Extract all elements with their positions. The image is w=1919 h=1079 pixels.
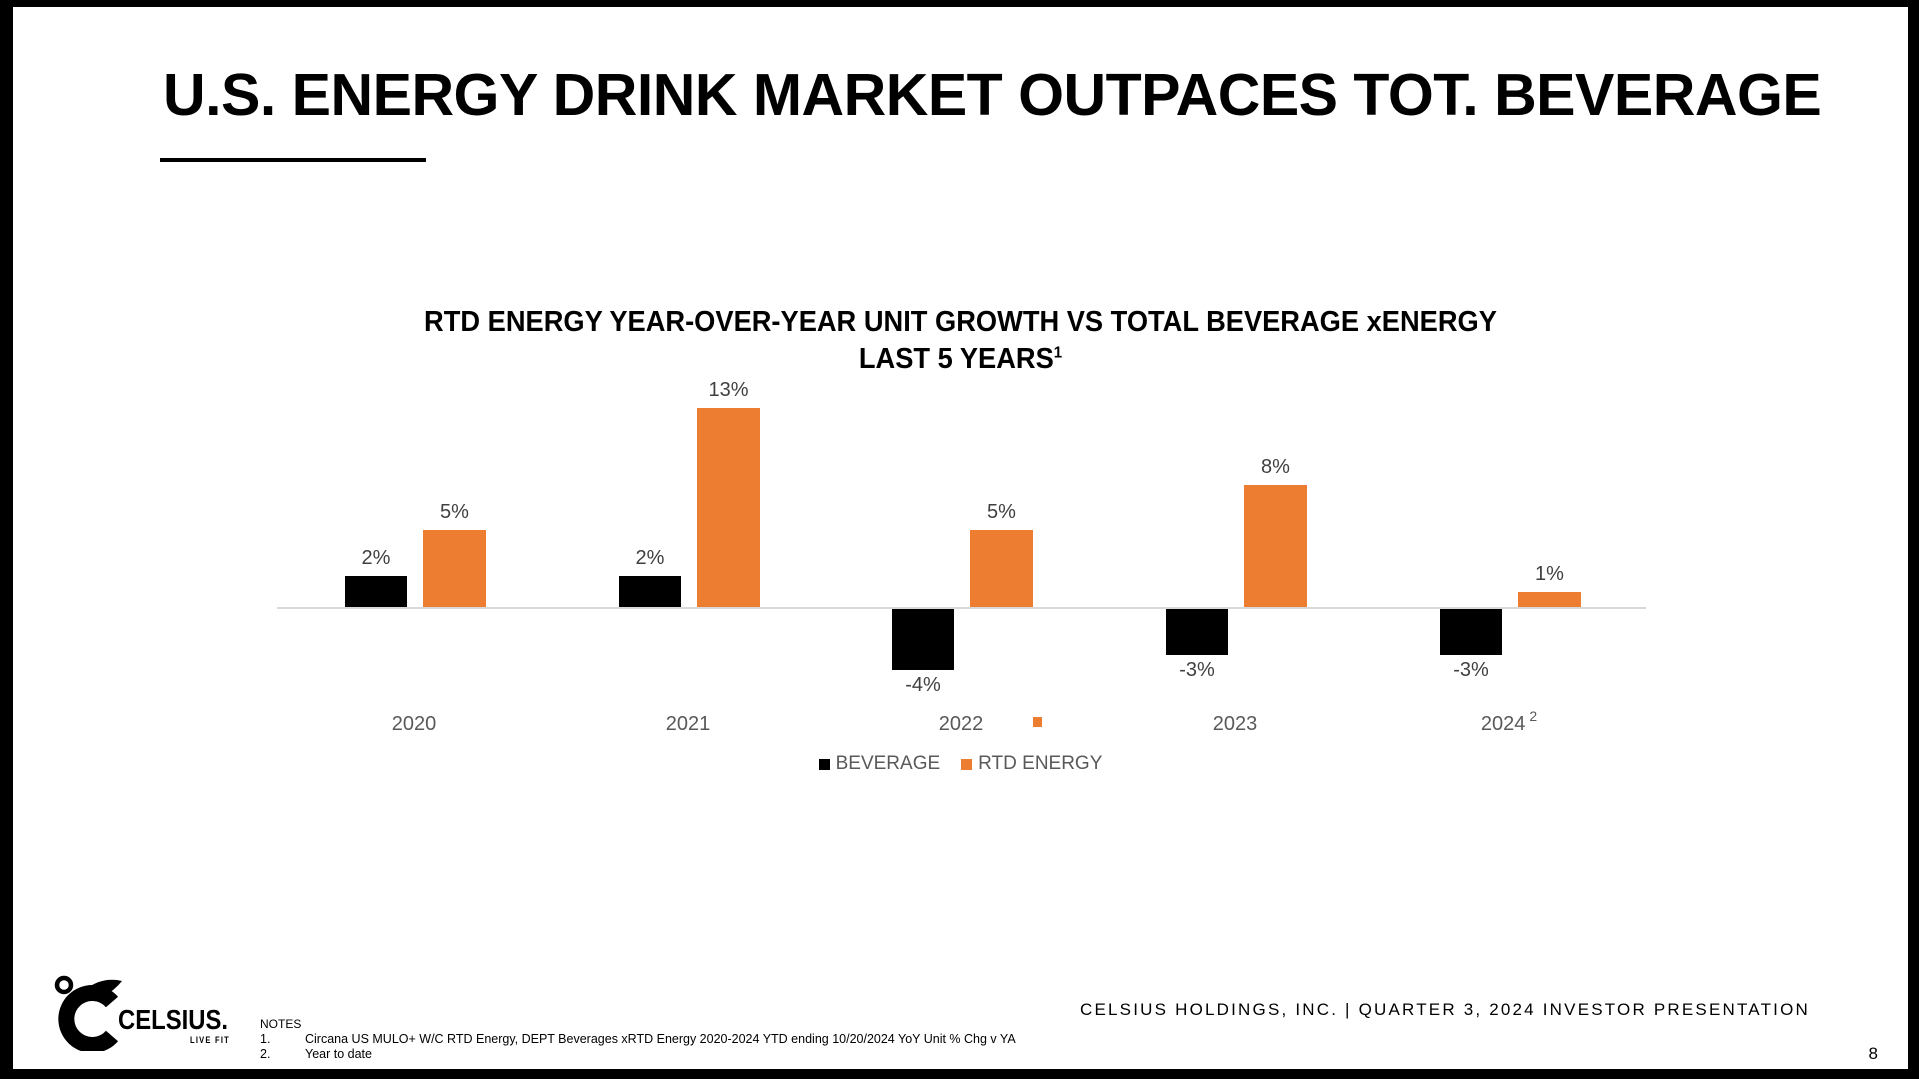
x-axis-label-2023: 2023 xyxy=(1212,713,1258,735)
notes-heading: NOTES xyxy=(260,1017,302,1031)
legend-label: RTD ENERGY xyxy=(978,753,1103,774)
legend-swatch xyxy=(818,758,830,770)
celsius-logo: CELSIUS. LIVE FIT xyxy=(48,971,233,1056)
bar-value-label-2022-beverage: -4% xyxy=(905,674,941,696)
rtd-energy-bar-2022 xyxy=(970,530,1033,607)
note-number: 2. xyxy=(260,1047,271,1061)
chart-title-line2: LAST 5 YEARS1 xyxy=(858,343,1063,375)
note-item: 2. Year to date xyxy=(260,1047,1016,1062)
bar-value-label-2021-rtd-energy: 13% xyxy=(708,379,749,401)
legend-label: BEVERAGE xyxy=(835,753,941,774)
bar-value-label-2023-rtd-energy: 8% xyxy=(1261,456,1290,478)
x-axis-label-2022: 2022 xyxy=(938,713,984,735)
stray-orange-marker xyxy=(1033,717,1042,727)
footnote-ref-2: 2 xyxy=(1529,708,1538,724)
bar-value-label-2021-beverage: 2% xyxy=(635,547,665,569)
footer-text: CELSIUS HOLDINGS, INC. | QUARTER 3, 2024… xyxy=(1080,1000,1810,1019)
bar-value-label-2020-rtd-energy: 5% xyxy=(440,501,469,523)
beverage-bar-2024 xyxy=(1440,609,1502,655)
legend-item-rtd-energy: RTD ENERGY xyxy=(961,753,1102,775)
x-axis-line xyxy=(277,607,1646,609)
bar-value-label-2023-beverage: -3% xyxy=(1179,659,1215,681)
bar-value-label-2024-beverage: -3% xyxy=(1453,659,1489,681)
x-axis-label-2021: 2021 xyxy=(665,713,711,735)
rtd-energy-bar-2020 xyxy=(423,530,486,607)
logo-wordmark: CELSIUS. xyxy=(118,1004,228,1035)
x-axis-label-2020: 2020 xyxy=(391,713,437,735)
celsius-logo-icon: CELSIUS. LIVE FIT xyxy=(54,975,230,1053)
c-mark-icon xyxy=(58,985,119,1053)
footnote-ref-1: 1 xyxy=(1053,344,1063,362)
note-item: 1. Circana US MULO+ W/C RTD Energy, DEPT… xyxy=(260,1032,1016,1047)
bar-value-label-2024-rtd-energy: 1% xyxy=(1535,563,1564,585)
legend-swatch xyxy=(961,758,973,770)
beverage-bar-2023 xyxy=(1166,609,1228,655)
note-text: Circana US MULO+ W/C RTD Energy, DEPT Be… xyxy=(305,1032,1016,1046)
rtd-energy-bar-2023 xyxy=(1244,485,1307,607)
flame-icon xyxy=(76,979,122,1001)
rtd-energy-bar-2024 xyxy=(1518,592,1581,607)
x-axis-label-2024: 2024 2 xyxy=(1480,708,1538,735)
page-number: 8 xyxy=(1868,1044,1878,1063)
chart-title-line1: RTD ENERGY YEAR-OVER-YEAR UNIT GROWTH VS… xyxy=(424,306,1497,338)
rtd-energy-bar-2021 xyxy=(697,408,760,607)
degree-icon xyxy=(54,975,74,995)
chart-legend: BEVERAGE RTD ENERGY xyxy=(13,753,1908,775)
slide-title: U.S. ENERGY DRINK MARKET OUTPACES TOT. B… xyxy=(163,62,1822,128)
beverage-bar-2022 xyxy=(892,609,954,670)
beverage-bar-2021 xyxy=(619,576,681,607)
legend-item-beverage: BEVERAGE xyxy=(818,753,941,775)
note-text: Year to date xyxy=(305,1047,372,1061)
logo-tagline: LIVE FIT xyxy=(190,1035,230,1045)
beverage-bar-2020 xyxy=(345,576,407,607)
title-underline xyxy=(160,158,426,162)
bar-value-label-2022-rtd-energy: 5% xyxy=(987,501,1016,523)
bar-value-label-2020-beverage: 2% xyxy=(361,547,391,569)
chart-title: RTD ENERGY YEAR-OVER-YEAR UNIT GROWTH VS… xyxy=(13,304,1908,378)
note-number: 1. xyxy=(260,1032,271,1046)
slide: U.S. ENERGY DRINK MARKET OUTPACES TOT. B… xyxy=(13,7,1908,1069)
notes-block: NOTES 1. Circana US MULO+ W/C RTD Energy… xyxy=(260,1017,1016,1062)
